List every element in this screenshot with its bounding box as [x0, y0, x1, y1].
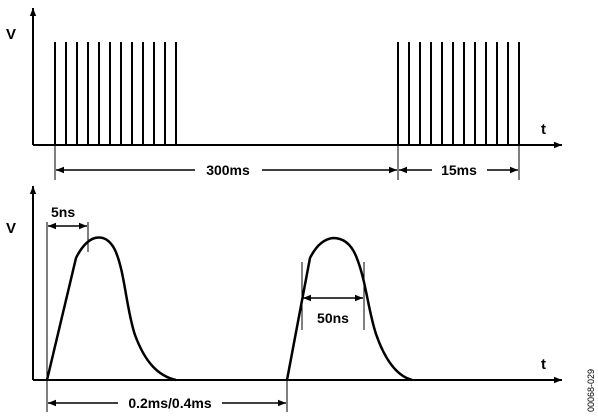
- burst-2: [397, 42, 520, 145]
- rise-time-dimension: 5ns: [46, 204, 89, 380]
- burst-duration-dimension: 15ms: [399, 162, 518, 178]
- spacing-label: 0.2ms/0.4ms: [128, 395, 211, 411]
- top-burst-diagram: V t: [6, 8, 562, 180]
- top-x-axis-label: t: [541, 121, 546, 138]
- burst-1: [54, 42, 177, 145]
- pulse-width-dimension: 50ns: [301, 262, 365, 330]
- bottom-x-axis-label: t: [541, 356, 546, 373]
- bottom-y-axis-label: V: [6, 220, 16, 237]
- period-label: 300ms: [206, 162, 250, 178]
- bottom-pulse-diagram: V t 5ns 50ns 0.2ms/0.4ms: [6, 186, 562, 412]
- pulse-1-waveform: [45, 236, 177, 382]
- pulse-width-label: 50ns: [317, 310, 349, 326]
- pulse-spacing-dimension: 0.2ms/0.4ms: [46, 380, 288, 412]
- rise-time-label: 5ns: [51, 204, 75, 220]
- pulse-2-waveform: [285, 236, 413, 382]
- top-y-axis-label: V: [6, 26, 16, 43]
- burst-duration-label: 15ms: [441, 162, 477, 178]
- period-dimension: 300ms: [56, 162, 397, 178]
- figure-id: 00068-029: [586, 369, 596, 412]
